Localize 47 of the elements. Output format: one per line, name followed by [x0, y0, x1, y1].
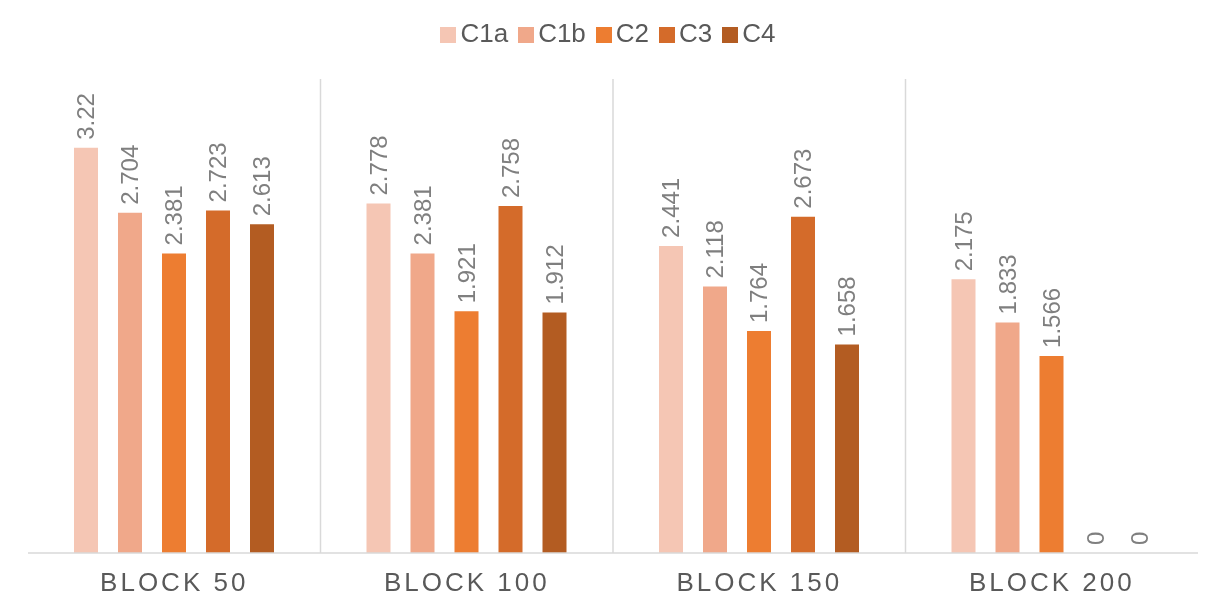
- data-label: 2.118: [701, 220, 729, 279]
- legend-label: C2: [615, 18, 650, 48]
- bar: [366, 203, 391, 553]
- bar: [74, 147, 98, 553]
- data-label: 3.22: [72, 93, 100, 140]
- data-label: 2.613: [248, 156, 276, 217]
- bar: [835, 344, 859, 553]
- data-label: 1.921: [453, 243, 480, 304]
- bar: [951, 279, 976, 553]
- bar: [791, 216, 815, 553]
- bar: [542, 312, 567, 553]
- data-label: 2.723: [204, 142, 232, 203]
- data-label: 0: [1082, 531, 1109, 545]
- data-label: 2.381: [160, 185, 188, 246]
- bar: [995, 322, 1020, 553]
- bar: [498, 206, 523, 553]
- bar: [703, 286, 727, 553]
- data-label: 2.758: [497, 137, 524, 198]
- data-label: 2.381: [409, 185, 436, 246]
- data-label: 2.778: [365, 135, 392, 196]
- data-label: 1.764: [745, 263, 773, 324]
- bar: [162, 253, 186, 553]
- legend-label: C3: [679, 18, 713, 48]
- data-label: 2.704: [116, 144, 144, 205]
- legend-label: C4: [742, 18, 776, 48]
- data-label: 2.673: [789, 148, 817, 209]
- bar: [1039, 355, 1064, 553]
- bar: [659, 245, 683, 553]
- x-tick-label: BLOCK 150: [676, 567, 843, 598]
- legend-label: C1a: [460, 18, 509, 48]
- bar: [454, 311, 479, 553]
- data-label: 1.833: [994, 254, 1021, 315]
- legend-label: C1b: [538, 18, 586, 48]
- x-tick-label: BLOCK 200: [968, 567, 1135, 598]
- bar: [118, 212, 142, 553]
- data-label: 1.912: [541, 244, 568, 305]
- data-label: 2.441: [657, 177, 685, 238]
- data-label: 1.566: [1038, 287, 1065, 348]
- data-label: 1.658: [833, 276, 861, 337]
- data-label: 0: [1126, 531, 1153, 545]
- x-tick-label: BLOCK 100: [383, 567, 550, 598]
- x-tick-label: BLOCK 50: [100, 567, 249, 598]
- data-label: 2.175: [950, 211, 977, 272]
- bar: [410, 253, 435, 553]
- bar: [747, 331, 771, 553]
- bar: [250, 224, 274, 553]
- bar: [206, 210, 230, 553]
